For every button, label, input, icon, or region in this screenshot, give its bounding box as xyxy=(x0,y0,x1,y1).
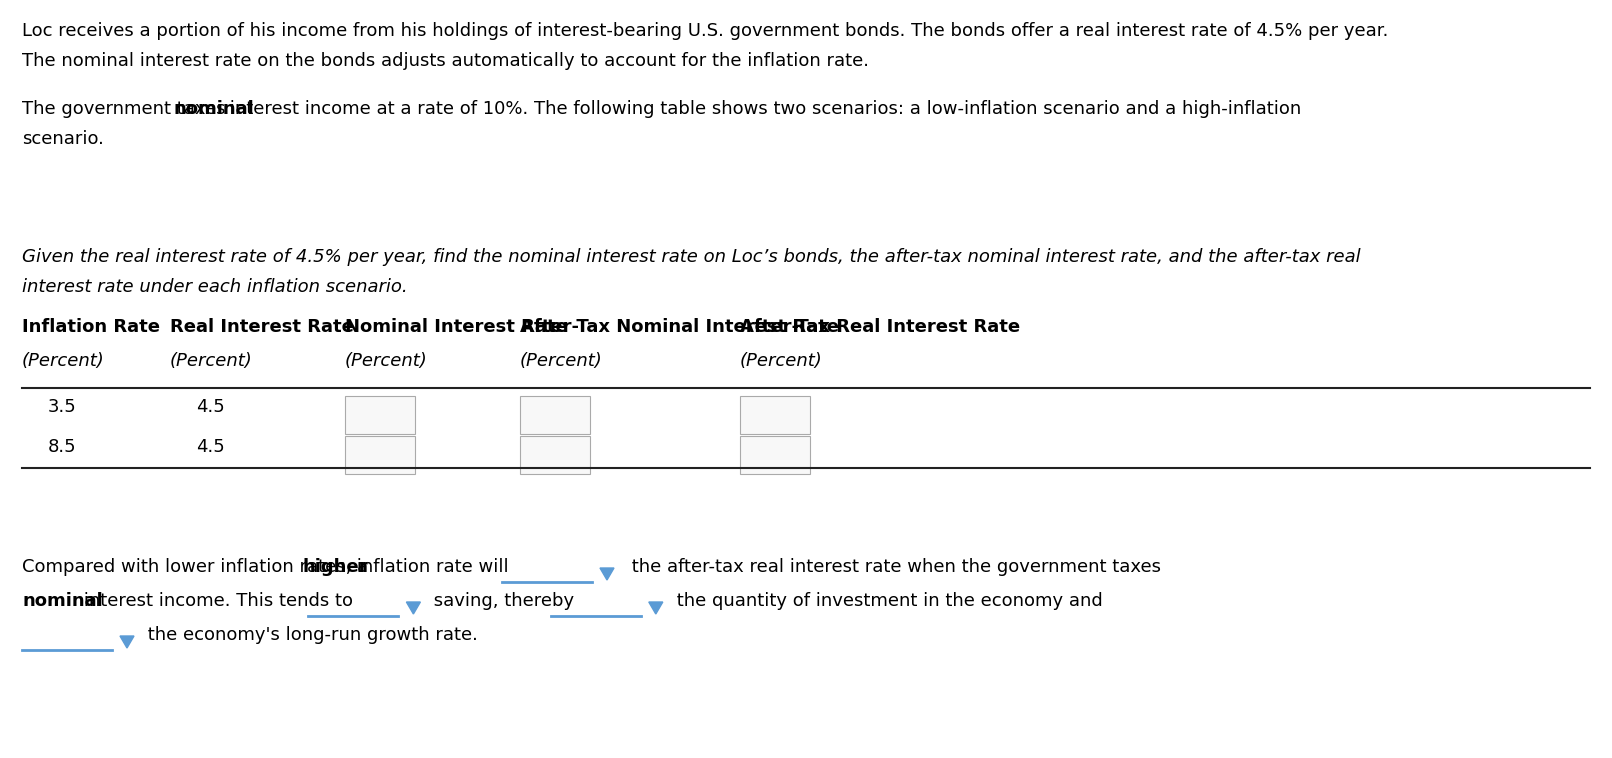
Text: Inflation Rate: Inflation Rate xyxy=(23,318,160,336)
Text: saving, thereby: saving, thereby xyxy=(429,592,580,610)
Text: After-Tax Nominal Interest Rate: After-Tax Nominal Interest Rate xyxy=(521,318,838,336)
Text: 8.5: 8.5 xyxy=(48,438,76,456)
Bar xyxy=(345,436,414,474)
Text: the quantity of investment in the economy and: the quantity of investment in the econom… xyxy=(671,592,1103,610)
Polygon shape xyxy=(406,602,421,614)
Text: Nominal Interest Rate: Nominal Interest Rate xyxy=(345,318,567,336)
Polygon shape xyxy=(600,568,614,580)
Text: interest income at a rate of 10%. The following table shows two scenarios: a low: interest income at a rate of 10%. The fo… xyxy=(224,100,1301,118)
Bar xyxy=(740,436,809,474)
Text: Loc receives a portion of his income from his holdings of interest-bearing U.S. : Loc receives a portion of his income fro… xyxy=(23,22,1388,40)
Polygon shape xyxy=(119,636,134,648)
Text: The nominal interest rate on the bonds adjusts automatically to account for the : The nominal interest rate on the bonds a… xyxy=(23,52,869,70)
Bar xyxy=(521,396,590,434)
Text: nominal: nominal xyxy=(172,100,255,118)
Text: (Percent): (Percent) xyxy=(23,352,105,370)
Text: Real Interest Rate: Real Interest Rate xyxy=(169,318,355,336)
Polygon shape xyxy=(648,602,663,614)
Text: 4.5: 4.5 xyxy=(195,438,224,456)
Text: Compared with lower inflation rates, a: Compared with lower inflation rates, a xyxy=(23,558,374,576)
Text: (Percent): (Percent) xyxy=(345,352,427,370)
Text: inflation rate will: inflation rate will xyxy=(351,558,514,576)
Text: Given the real interest rate of 4.5% per year, find the nominal interest rate on: Given the real interest rate of 4.5% per… xyxy=(23,248,1361,266)
Bar xyxy=(345,396,414,434)
Text: nominal: nominal xyxy=(23,592,103,610)
Text: interest income. This tends to: interest income. This tends to xyxy=(77,592,359,610)
Bar xyxy=(521,436,590,474)
Text: the economy's long-run growth rate.: the economy's long-run growth rate. xyxy=(142,626,477,644)
Text: (Percent): (Percent) xyxy=(521,352,603,370)
Text: 3.5: 3.5 xyxy=(48,398,76,416)
Text: (Percent): (Percent) xyxy=(169,352,253,370)
Text: 4.5: 4.5 xyxy=(195,398,224,416)
Text: interest rate under each inflation scenario.: interest rate under each inflation scena… xyxy=(23,278,408,296)
Text: the after-tax real interest rate when the government taxes: the after-tax real interest rate when th… xyxy=(625,558,1161,576)
Bar xyxy=(740,396,809,434)
Text: After-Tax Real Interest Rate: After-Tax Real Interest Rate xyxy=(740,318,1020,336)
Text: (Percent): (Percent) xyxy=(740,352,822,370)
Text: higher: higher xyxy=(303,558,368,576)
Text: The government taxes: The government taxes xyxy=(23,100,231,118)
Text: scenario.: scenario. xyxy=(23,130,103,148)
